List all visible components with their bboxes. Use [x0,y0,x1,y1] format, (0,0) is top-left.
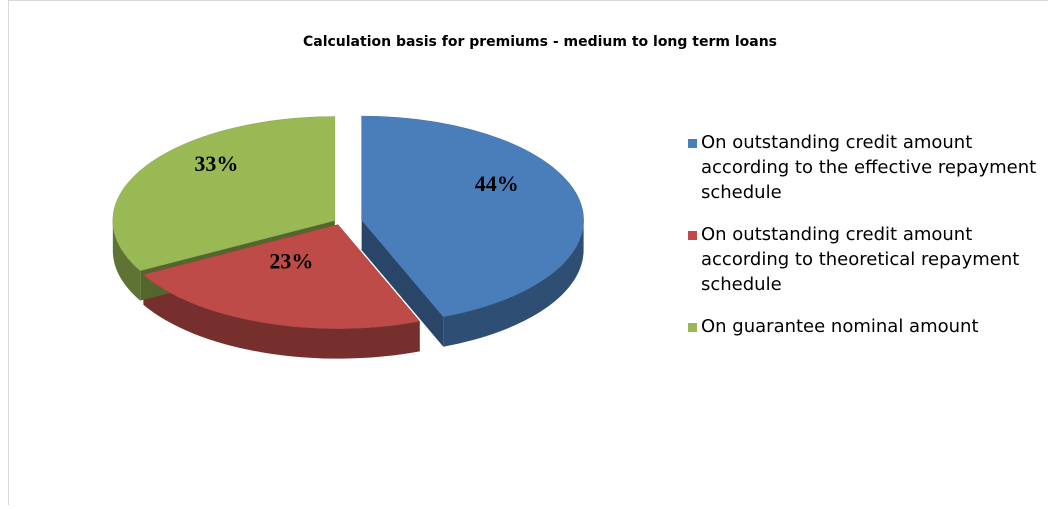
slice-wall [112,220,141,301]
legend: On outstanding credit amount according t… [688,130,1038,356]
slice [361,115,584,318]
legend-swatch [688,231,697,240]
legend-swatch [688,139,697,148]
legend-entry: On outstanding credit amount according t… [688,222,1038,297]
slice-tops [112,115,584,329]
legend-entry: On outstanding credit amount according t… [688,130,1038,205]
legend-swatch [688,323,697,332]
data-label: 33% [194,151,238,176]
chart-title: Calculation basis for premiums - medium … [303,34,777,50]
slice-cut-face [361,220,444,347]
legend-label: On outstanding credit amount according t… [701,132,1037,203]
slice [112,116,336,271]
chart-frame [8,0,1048,505]
data-label: 44% [475,171,519,196]
data-label: 23% [269,248,313,273]
legend-label: On outstanding credit amount according t… [701,224,1020,295]
slice-wall [443,220,584,347]
legend-entry: On guarantee nominal amount [688,314,1038,339]
slice-wall [143,274,420,359]
legend-label: On guarantee nominal amount [701,316,979,337]
slice [142,224,421,329]
